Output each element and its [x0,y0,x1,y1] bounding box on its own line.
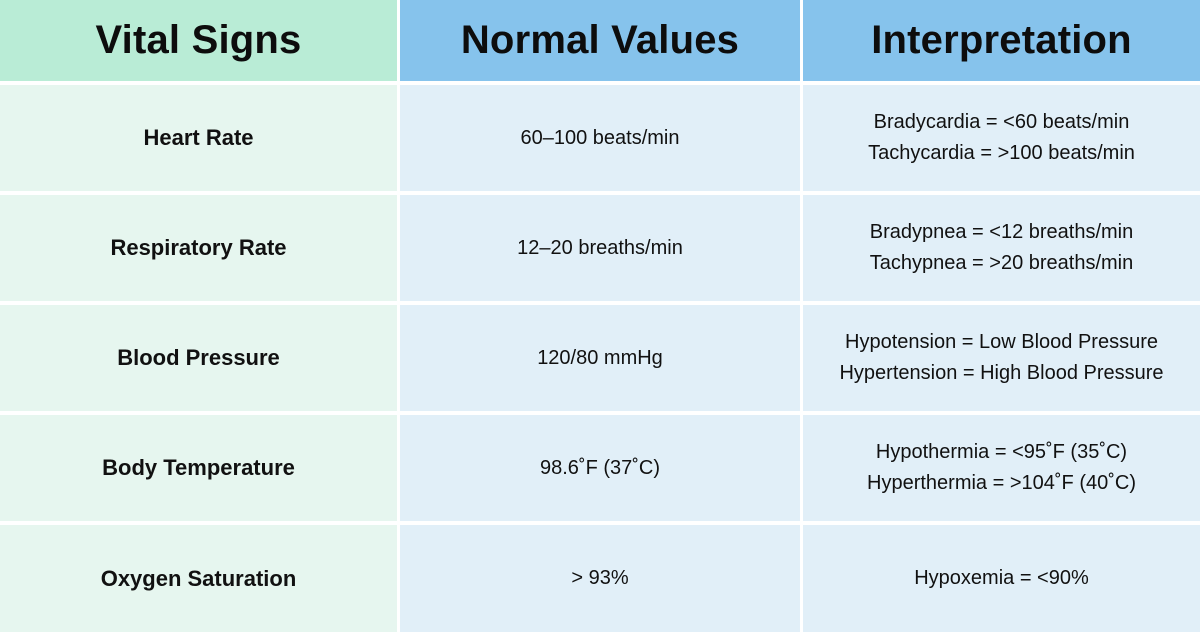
interpretation: Bradypnea = <12 breaths/min Tachypnea = … [803,195,1200,301]
vital-sign-name: Oxygen Saturation [0,525,397,632]
interpretation-line: Hypertension = High Blood Pressure [839,362,1164,384]
interpretation: Bradycardia = <60 beats/min Tachycardia … [803,85,1200,191]
normal-value: 120/80 mmHg [400,305,800,411]
header-interpretation: Interpretation [803,0,1200,81]
interpretation-line: Bradycardia = <60 beats/min [873,111,1130,133]
interpretation-line: Tachypnea = >20 breaths/min [869,252,1134,274]
interpretation-line: Hypoxemia = <90% [914,567,1089,589]
interpretation-line: Hypothermia = <95˚F (35˚C) [875,441,1128,463]
interpretation-line: Hypotension = Low Blood Pressure [845,331,1158,353]
vital-sign-name: Respiratory Rate [0,195,397,301]
interpretation: Hypothermia = <95˚F (35˚C) Hyperthermia … [803,415,1200,521]
normal-value: 12–20 breaths/min [400,195,800,301]
interpretation: Hypotension = Low Blood Pressure Hyperte… [803,305,1200,411]
vital-sign-name: Body Temperature [0,415,397,521]
normal-value: 60–100 beats/min [400,85,800,191]
normal-value: > 93% [400,525,800,632]
header-normal-values: Normal Values [400,0,800,81]
vital-sign-name: Blood Pressure [0,305,397,411]
interpretation-line: Hyperthermia = >104˚F (40˚C) [867,472,1136,494]
header-vital-signs: Vital Signs [0,0,397,81]
normal-value: 98.6˚F (37˚C) [400,415,800,521]
interpretation: Hypoxemia = <90% [803,525,1200,632]
interpretation-line: Tachycardia = >100 beats/min [868,142,1135,164]
vital-sign-name: Heart Rate [0,85,397,191]
interpretation-line: Bradypnea = <12 breaths/min [869,221,1134,243]
